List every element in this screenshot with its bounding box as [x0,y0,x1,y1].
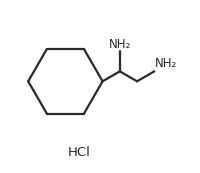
Text: HCl: HCl [68,146,91,159]
Text: NH₂: NH₂ [155,57,177,71]
Text: NH₂: NH₂ [109,38,131,51]
